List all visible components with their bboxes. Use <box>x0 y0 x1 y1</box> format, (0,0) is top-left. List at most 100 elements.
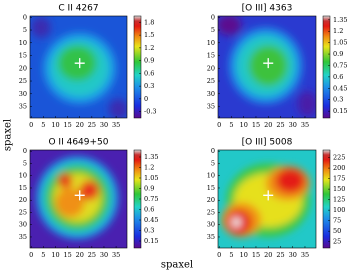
colorbar-tick-label: 75 <box>333 217 341 225</box>
colorbar-tick-label: 0.45 <box>333 84 347 92</box>
x-tick-label: 0 <box>29 251 33 259</box>
colorbar <box>322 149 331 249</box>
y-tick-label: 0 <box>23 147 27 155</box>
y-tick-label: 20 <box>19 64 27 72</box>
x-tick-label: 25 <box>276 121 284 129</box>
y-tick-label: 15 <box>19 184 27 192</box>
y-tick-label: 10 <box>207 172 215 180</box>
y-tick-label: 35 <box>19 233 27 241</box>
colorbar-tick-label: 0.9 <box>144 185 154 193</box>
x-tick-label: 0 <box>29 121 33 129</box>
y-tick-label: 35 <box>207 103 215 111</box>
y-tick-label: 20 <box>207 196 215 204</box>
y-axis-label: spaxel <box>3 119 14 151</box>
heatmap <box>218 150 316 248</box>
y-tick-label: 10 <box>19 39 27 47</box>
x-tick-label: 20 <box>76 251 84 259</box>
x-tick-label: 35 <box>112 251 120 259</box>
colorbar-tick-label: 1.8 <box>144 18 154 26</box>
colorbar-tick-label: 1.2 <box>333 27 343 35</box>
center-marker <box>74 58 85 69</box>
colorbar <box>322 15 331 119</box>
colorbar-tick-label: 1.5 <box>144 31 154 39</box>
colorbar-tick-label: 0.6 <box>144 69 154 77</box>
emission-region <box>79 180 100 201</box>
colorbar-tick-label: 0.45 <box>144 216 158 224</box>
colorbar-tick-label: 1.05 <box>333 39 347 47</box>
x-tick-label: 25 <box>276 251 284 259</box>
x-tick-label: 20 <box>264 121 272 129</box>
emission-region <box>31 17 51 38</box>
colorbar-tick-label: 50 <box>333 227 341 235</box>
y-tick-label: 30 <box>207 221 215 229</box>
axes-frame <box>217 15 317 119</box>
y-tick-label: 5 <box>23 159 27 167</box>
map-structure <box>36 156 119 240</box>
emission-region <box>218 16 242 36</box>
emission-region <box>57 173 73 188</box>
x-tick-label: 5 <box>41 121 45 129</box>
y-tick-label: 0 <box>211 147 215 155</box>
center-marker <box>74 190 85 201</box>
x-tick-label: 30 <box>100 121 108 129</box>
colorbar-tick-label: 0.6 <box>333 73 343 81</box>
x-tick-label: 15 <box>63 121 71 129</box>
colorbar-tick-label: 0.9 <box>333 50 343 58</box>
y-tick-label: 10 <box>207 39 215 47</box>
x-tick-label: 15 <box>252 251 260 259</box>
y-tick-label: 10 <box>19 172 27 180</box>
colorbar-tick-label: 0.3 <box>333 96 343 104</box>
colorbar-tick-label: 25 <box>333 238 341 246</box>
y-tick-label: 30 <box>19 221 27 229</box>
heatmap <box>30 150 127 248</box>
axes-frame <box>29 15 128 119</box>
x-tick-label: 25 <box>88 121 96 129</box>
x-axis-label: spaxel <box>161 260 193 270</box>
x-tick-label: 10 <box>51 251 59 259</box>
colorbar-tick-label: 225 <box>333 154 345 162</box>
colorbar-tick-label: 0.3 <box>144 227 154 235</box>
colorbar-tick-label: 0.6 <box>144 206 154 214</box>
x-tick-label: 10 <box>240 251 248 259</box>
emission-region <box>108 98 127 118</box>
x-tick-label: 35 <box>301 121 309 129</box>
y-tick-label: 35 <box>19 103 27 111</box>
colorbar-tick-label: 200 <box>333 164 345 172</box>
x-tick-label: 20 <box>264 251 272 259</box>
x-tick-label: 10 <box>51 121 59 129</box>
y-tick-label: 15 <box>207 52 215 60</box>
y-tick-label: 0 <box>23 13 27 21</box>
colorbar-tick-label: 1.35 <box>144 153 158 161</box>
x-tick-label: 5 <box>41 251 45 259</box>
panel-title: [O III] 5008 <box>242 138 293 148</box>
x-tick-label: 5 <box>229 251 233 259</box>
y-tick-label: 25 <box>207 208 215 216</box>
y-tick-label: 5 <box>23 26 27 34</box>
x-tick-label: 20 <box>76 121 84 129</box>
colorbar-tick-label: 0 <box>144 95 148 103</box>
y-tick-label: 0 <box>211 13 215 21</box>
x-tick-label: 0 <box>217 251 221 259</box>
x-tick-label: 0 <box>217 121 221 129</box>
colorbar-tick-label: 1.2 <box>144 44 154 52</box>
colorbar-tick-label: 0.75 <box>333 61 347 69</box>
colorbar-tick-label: 0.75 <box>144 195 158 203</box>
colorbar-tick-label: 1.05 <box>144 174 158 182</box>
colorbar-tick-label: 0.15 <box>144 237 158 245</box>
x-tick-label: 30 <box>289 121 297 129</box>
y-tick-label: 30 <box>19 90 27 98</box>
x-tick-label: 15 <box>63 251 71 259</box>
x-tick-label: 35 <box>301 251 309 259</box>
x-tick-label: 15 <box>252 121 260 129</box>
panel-title: C II 4267 <box>58 4 98 14</box>
x-tick-label: 35 <box>112 121 120 129</box>
colorbar-tick-label: 125 <box>333 196 345 204</box>
x-tick-label: 5 <box>229 121 233 129</box>
center-marker <box>263 58 274 69</box>
y-tick-label: 30 <box>207 90 215 98</box>
axes-frame <box>217 149 317 249</box>
x-tick-label: 10 <box>240 121 248 129</box>
colorbar-tick-label: 0.15 <box>333 107 347 115</box>
emission-region <box>275 168 305 193</box>
